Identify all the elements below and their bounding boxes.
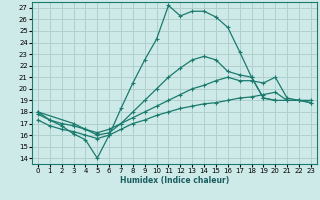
X-axis label: Humidex (Indice chaleur): Humidex (Indice chaleur) (120, 176, 229, 185)
